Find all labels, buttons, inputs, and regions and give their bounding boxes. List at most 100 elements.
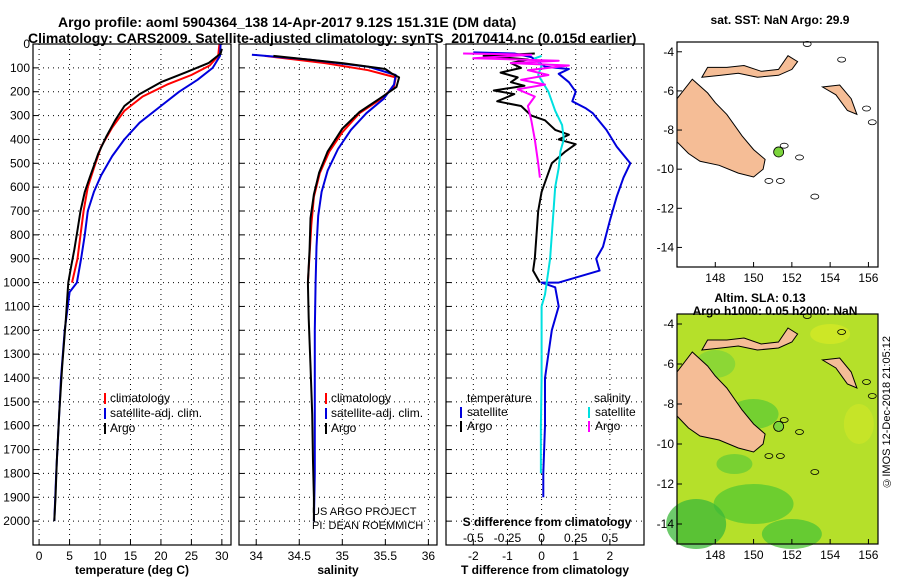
- y-tick-label: 1400: [3, 371, 30, 385]
- plot-frame: [32, 43, 232, 546]
- small-island: [810, 469, 820, 475]
- y-tick-label: -8: [663, 397, 674, 411]
- small-island: [764, 178, 774, 184]
- small-island: [779, 417, 789, 423]
- argo-float-marker: [773, 420, 785, 432]
- y-tick-label: -12: [657, 477, 675, 491]
- land-mass: [820, 357, 858, 389]
- x-tick-label: 154: [820, 548, 840, 562]
- small-island: [795, 154, 804, 161]
- x-tick-label: 5: [66, 549, 73, 563]
- top-x-tick-label: 0: [538, 531, 545, 545]
- x-tick-label: 148: [705, 548, 725, 562]
- land-mass: [700, 327, 799, 351]
- y-tick-label: 0: [23, 37, 30, 51]
- series-line: [533, 54, 565, 474]
- legend-label: Argo: [467, 419, 493, 433]
- x-tick-label: 2: [607, 549, 614, 563]
- legend-label: Argo: [110, 421, 136, 435]
- series-line: [53, 48, 223, 522]
- y-tick-label: -8: [663, 123, 674, 137]
- series-line: [463, 52, 570, 178]
- map-title-height: Argo h1000: 0.05 h2000: NaN: [693, 304, 858, 318]
- argo-float-marker: [773, 146, 785, 158]
- small-island: [810, 193, 820, 200]
- x-tick-label: 25: [185, 549, 199, 563]
- legend-label: Argo: [331, 421, 357, 435]
- y-tick-label: 300: [10, 109, 30, 123]
- title-line-1: Argo profile: aoml 5904364_138 14-Apr-20…: [58, 14, 517, 30]
- map-title: sat. SST: NaN Argo: 29.9: [711, 13, 850, 27]
- y-tick-label: -6: [663, 84, 674, 98]
- y-tick-label: -6: [663, 357, 674, 371]
- sla-field-blob: [713, 484, 794, 524]
- x-tick-label: 148: [705, 271, 725, 285]
- y-tick-label: 1600: [3, 419, 30, 433]
- imos-credit: ©IMOS 12-Dec-2018 21:05:12: [881, 336, 893, 489]
- small-island: [795, 429, 804, 435]
- small-island: [775, 178, 785, 184]
- y-tick-label: 500: [10, 156, 30, 170]
- small-island: [837, 329, 847, 335]
- small-island: [837, 56, 847, 63]
- x-tick-label: 20: [154, 549, 168, 563]
- y-tick-label: -10: [657, 162, 675, 176]
- small-island: [764, 453, 774, 459]
- x-tick-label: 15: [124, 549, 138, 563]
- y-tick-label: -14: [657, 240, 675, 254]
- series-line: [251, 53, 397, 522]
- legend-label: satellite: [595, 405, 636, 419]
- top-x-tick-label: -0.5: [463, 531, 484, 545]
- x-axis-label: T difference from climatology: [461, 563, 629, 577]
- y-tick-label: 700: [10, 204, 30, 218]
- credit-pi: PI: DEAN ROEMMICH: [312, 520, 423, 532]
- y-tick-label: 2000: [3, 514, 30, 528]
- x-tick-label: -2: [468, 549, 479, 563]
- credit-project: US ARGO PROJECT: [312, 506, 417, 518]
- x-tick-label: 152: [782, 271, 802, 285]
- sla-field-blob: [810, 324, 851, 344]
- series-line: [273, 54, 401, 522]
- land-mass: [820, 84, 858, 116]
- y-tick-label: 1800: [3, 466, 30, 480]
- land-mass: [676, 351, 766, 453]
- series-line: [473, 51, 632, 498]
- small-island: [867, 393, 877, 399]
- x-axis-label: temperature (deg C): [75, 563, 189, 577]
- location-map: 148 150 152 154 156 -4 -6 -8 -10 -12 -14 sat. SST: …: [657, 13, 879, 285]
- y-tick-label: -12: [657, 201, 675, 215]
- small-island: [862, 105, 871, 112]
- y-tick-label: 900: [10, 252, 30, 266]
- temperature-profile: 0 5 10 15 20 25 300100200300400500600700800900…: [3, 37, 232, 577]
- plot-frame: [445, 43, 645, 546]
- legend-label: satellite-adj. clim.: [110, 406, 202, 420]
- land-mass: [700, 55, 799, 78]
- series-line: [264, 54, 397, 283]
- y-tick-label: 1000: [3, 276, 30, 290]
- top-x-tick-label: 0.5: [602, 531, 619, 545]
- y-tick-label: 1500: [3, 395, 30, 409]
- y-tick-label: -4: [663, 45, 674, 59]
- x-axis-label: salinity: [317, 563, 359, 577]
- legend-label: Argo: [595, 419, 621, 433]
- sla-field-blob: [843, 404, 874, 444]
- small-island: [775, 453, 785, 459]
- legend-label: climatology: [331, 391, 391, 405]
- y-tick-label: 1900: [3, 490, 30, 504]
- y-tick-label: -14: [657, 517, 675, 531]
- small-island: [862, 379, 871, 385]
- y-tick-label: 200: [10, 85, 30, 99]
- altimetry-map: 148 150 152 154 156 -4 -6 -8 -10 -12 -14 Altim. SLA…: [657, 291, 879, 562]
- y-tick-label: 1200: [3, 323, 30, 337]
- series-line: [53, 43, 222, 522]
- x-tick-label: 0: [538, 549, 545, 563]
- salinity-profile: 34 34.5 35 35.5 36 salinity climatologysatelli…: [238, 43, 438, 577]
- x-tick-label: 156: [858, 548, 878, 562]
- legend-title-temperature: temperature: [467, 391, 532, 405]
- x-tick-label: -1: [502, 549, 513, 563]
- legend-label: satellite: [467, 405, 508, 419]
- y-tick-label: -4: [663, 317, 674, 331]
- x-tick-label: 154: [820, 271, 840, 285]
- difference-profile: -2 -1 0 1 2 -0.5 -0.25 0 0.25 0.5 S difference fro…: [445, 43, 645, 577]
- top-x-axis-label: S difference from climatology: [463, 515, 632, 529]
